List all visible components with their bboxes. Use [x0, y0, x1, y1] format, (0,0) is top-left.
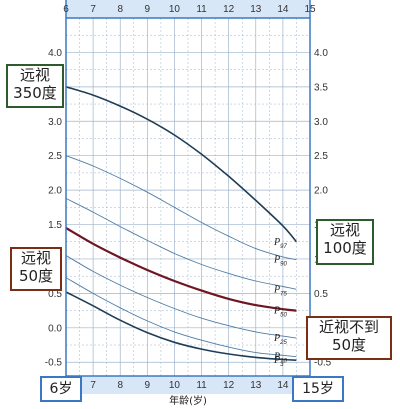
x-tick-label-top: 13 — [250, 4, 262, 15]
y-tick-label-left: 2.5 — [48, 151, 62, 162]
callout-far-350-line2: 350度 — [13, 84, 57, 102]
x-tick-label-top: 14 — [277, 4, 289, 15]
age-end-badge: 15岁 — [292, 376, 344, 402]
percentile-curves — [65, 86, 298, 361]
callout-far-350-line1: 远视 — [19, 66, 50, 84]
y-tick-label-left: 3.0 — [48, 117, 62, 128]
x-tick-label-top: 8 — [117, 4, 123, 15]
x-axis-label: 年龄(岁) — [169, 394, 207, 407]
x-tick-label-bottom: 8 — [117, 380, 123, 391]
callout-far-100-line2: 100度 — [323, 239, 367, 257]
curve-p97 — [65, 86, 298, 243]
age-start-badge: 6岁 — [40, 376, 82, 402]
callout-far-50: 远视 50度 — [10, 247, 62, 291]
x-tick-label-top: 12 — [223, 4, 235, 15]
y-tick-label-right: 4.0 — [314, 48, 328, 59]
top-axis-strip — [66, 0, 310, 18]
x-tick-label-bottom: 13 — [250, 380, 262, 391]
x-tick-label-top: 10 — [169, 4, 181, 15]
y-tick-label-left: 2.0 — [48, 186, 62, 197]
percentile-label-p3: P3 — [273, 355, 284, 368]
y-tick-label-right: 0.5 — [314, 289, 328, 300]
callout-far-50-line1: 远视 — [20, 249, 51, 267]
x-tick-label-bottom: 10 — [169, 380, 181, 391]
callout-far-350: 远视 350度 — [6, 64, 64, 108]
x-tick-label-top: 9 — [145, 4, 151, 15]
bottom-axis-strip — [66, 376, 310, 394]
y-tick-label-left: 1.5 — [48, 220, 62, 231]
y-tick-label-left: 0.0 — [48, 323, 62, 334]
y-tick-label-right: 2.0 — [314, 186, 328, 197]
callout-below-50: 近视不到 50度 — [306, 316, 392, 360]
y-tick-label-right: 3.5 — [314, 82, 328, 93]
curve-p90 — [65, 155, 297, 261]
callout-below-50-line1: 近视不到 — [318, 318, 379, 336]
x-tick-label-bottom: 14 — [277, 380, 289, 391]
percentile-label-p50: P50 — [273, 306, 287, 319]
x-tick-label-bottom: 12 — [223, 380, 235, 391]
curve-p10 — [65, 277, 297, 358]
x-tick-label-top: 11 — [196, 4, 207, 15]
axes — [65, 0, 311, 377]
y-tick-label-right: -0.5 — [314, 358, 332, 369]
y-tick-label-right: 2.5 — [314, 151, 328, 162]
x-tick-label-top: 7 — [90, 4, 96, 15]
y-tick-label-left: -0.5 — [45, 358, 63, 369]
curve-p75 — [65, 197, 297, 290]
x-tick-label-top: 15 — [304, 4, 316, 15]
callout-far-50-line2: 50度 — [18, 267, 54, 285]
y-tick-label-left: 4.0 — [48, 48, 62, 59]
plot-frame — [65, 17, 311, 377]
callout-below-50-line2: 50度 — [331, 336, 367, 354]
y-tick-label-right: 3.0 — [314, 117, 328, 128]
x-tick-label-top: 6 — [63, 4, 69, 15]
curve-p25 — [65, 255, 297, 339]
callout-far-100-line1: 远视 — [329, 221, 360, 239]
grid-lines — [65, 18, 311, 376]
x-tick-label-bottom: 11 — [196, 380, 207, 391]
curve-p3 — [65, 291, 297, 361]
percentile-label-p25: P25 — [273, 333, 287, 346]
axis-strips — [66, 0, 310, 394]
x-tick-label-bottom: 7 — [90, 380, 96, 391]
x-tick-label-bottom: 9 — [145, 380, 151, 391]
curve-p50 — [65, 227, 297, 312]
y-tick-label-left: 0.5 — [48, 289, 62, 300]
percentile-label-p97: P97 — [273, 237, 287, 250]
callout-far-100: 远视 100度 — [316, 219, 374, 265]
